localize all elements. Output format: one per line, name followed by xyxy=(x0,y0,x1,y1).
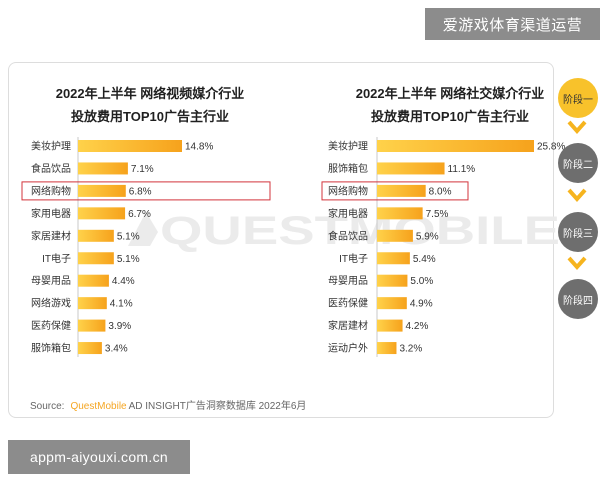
source-text: AD INSIGHT广告洞察数据库 2022年6月 xyxy=(128,401,307,412)
chart-1-category-label: 医药保健 xyxy=(31,319,71,332)
chart-2-value-label: 3.2% xyxy=(399,344,422,355)
chart-1-value-label: 6.8% xyxy=(129,186,152,197)
stage-indicator-2: 阶段二 xyxy=(558,143,598,183)
chart-1-highlight-box xyxy=(21,181,271,201)
chart-1-value-label: 5.1% xyxy=(117,254,140,265)
chart-2-category-label: 服饰箱包 xyxy=(328,162,368,175)
chart-2-value-label: 11.1% xyxy=(448,164,476,175)
stage-label-4: 阶段四 xyxy=(563,295,593,307)
chart-1-bar xyxy=(78,319,106,332)
chart-1-bar xyxy=(78,162,128,175)
chart-1-value-label: 5.1% xyxy=(117,231,140,242)
chart-1-bar xyxy=(78,184,126,197)
stage-label-1: 阶段一 xyxy=(563,94,593,106)
chart-2-bar xyxy=(377,140,534,152)
chart-2-bar xyxy=(377,162,445,175)
chart-1-category-label: IT电子 xyxy=(42,252,71,265)
chart-2-category-label: 家居建材 xyxy=(328,319,368,332)
chart-2-title-line-2: 投放费用TOP10广告主行业 xyxy=(371,109,529,124)
chart-2-category-label: 医药保健 xyxy=(328,297,368,310)
chart-2-bar xyxy=(377,229,413,242)
chart-2-category-label: 母婴用品 xyxy=(328,275,368,287)
chart-1-bar xyxy=(78,140,182,152)
source-line: Source: QuestMobile AD INSIGHT广告洞察数据库 2022… xyxy=(30,397,306,412)
chart-2-bar xyxy=(377,319,403,332)
chart-2-value-label: 8.0% xyxy=(429,186,452,197)
chart-2-value-label: 5.0% xyxy=(410,276,433,287)
chart-1-category-label: 网络游戏 xyxy=(31,297,71,310)
chart-1-value-label: 3.9% xyxy=(108,321,131,332)
chart-1-value-label: 3.4% xyxy=(105,344,128,355)
chart-2-category-label: 食品饮品 xyxy=(328,229,368,242)
bottom-banner: appm-aiyouxi.com.cn xyxy=(8,440,190,474)
chart-1-category-label: 服饰箱包 xyxy=(31,342,71,355)
chart-1-value-label: 4.4% xyxy=(112,276,135,287)
chart-1-title-line-2: 投放费用TOP10广告主行业 xyxy=(71,109,229,124)
stage-indicator-4: 阶段四 xyxy=(558,279,598,319)
chart-1-value-label: 4.1% xyxy=(110,299,133,310)
chart-1-bar xyxy=(78,297,107,310)
chart-2-value-label: 4.9% xyxy=(410,299,433,310)
chart-1-category-label: 母婴用品 xyxy=(31,275,71,287)
chart-2-bar xyxy=(377,252,410,265)
chart-2-value-label: 25.8% xyxy=(537,142,565,153)
stage-label-3: 阶段三 xyxy=(563,228,593,240)
questmobile-logo-watermark-icon xyxy=(128,212,158,246)
chart-2-value-label: 5.4% xyxy=(413,254,436,265)
chart-1-category-label: 食品饮品 xyxy=(31,162,71,175)
watermark: QUESTMOBILE xyxy=(128,209,560,253)
chart-2-bar xyxy=(377,274,408,287)
chart-1-bar xyxy=(78,207,126,220)
chart-1-category-label: 网络购物 xyxy=(31,184,71,197)
top-banner-text: 爱游戏体育渠道运营 xyxy=(442,16,583,34)
chart-2-bar xyxy=(377,207,423,220)
chart-2-highlight-box xyxy=(321,181,469,201)
chart-1-value-label: 7.1% xyxy=(131,164,154,175)
chart-1-value-label: 6.7% xyxy=(128,209,151,220)
stage-arrow-1-icon xyxy=(567,120,587,135)
source-prefix: Source: xyxy=(30,401,65,412)
chart-2-category-label: IT电子 xyxy=(339,252,368,265)
watermark-text: QUESTMOBILE xyxy=(160,209,560,253)
stage-indicator-1: 阶段一 xyxy=(558,78,598,118)
chart-panel-frame xyxy=(8,62,554,418)
bottom-banner-text: appm-aiyouxi.com.cn xyxy=(30,449,168,465)
source-brand: QuestMobile xyxy=(70,401,127,412)
chart-2-value-label: 5.9% xyxy=(416,231,439,242)
chart-2-bar xyxy=(377,184,426,197)
top-banner: 爱游戏体育渠道运营 xyxy=(425,8,600,40)
chart-1-category-label: 美妆护理 xyxy=(31,140,71,153)
stage-arrows xyxy=(567,120,587,271)
stage-arrow-3-icon xyxy=(567,256,587,271)
stage-arrow-2-icon xyxy=(567,188,587,203)
chart-2-title-line-1: 2022年上半年 网络社交媒介行业 xyxy=(356,86,545,101)
chart-1-bar xyxy=(78,252,114,265)
chart-1-category-label: 家用电器 xyxy=(31,207,71,220)
chart-2-category-label: 美妆护理 xyxy=(328,140,368,153)
chart-1-bar xyxy=(78,342,102,355)
chart-2-category-label: 家用电器 xyxy=(328,207,368,220)
stage-label-2: 阶段二 xyxy=(563,159,593,171)
chart-2-value-label: 7.5% xyxy=(426,209,449,220)
chart-2-bar xyxy=(377,297,407,310)
chart-2-value-label: 4.2% xyxy=(406,321,429,332)
chart-1-category-label: 家居建材 xyxy=(31,229,71,242)
chart-1-value-label: 14.8% xyxy=(185,142,213,153)
chart-1-bar xyxy=(78,229,114,242)
chart-2-category-label: 运动户外 xyxy=(328,342,368,355)
chart-1-title-line-1: 2022年上半年 网络视频媒介行业 xyxy=(56,86,245,101)
chart-2-category-label: 网络购物 xyxy=(328,184,368,197)
chart-1-bar xyxy=(78,274,109,287)
stage-indicator-3: 阶段三 xyxy=(558,212,598,252)
chart-2-bar xyxy=(377,342,397,355)
